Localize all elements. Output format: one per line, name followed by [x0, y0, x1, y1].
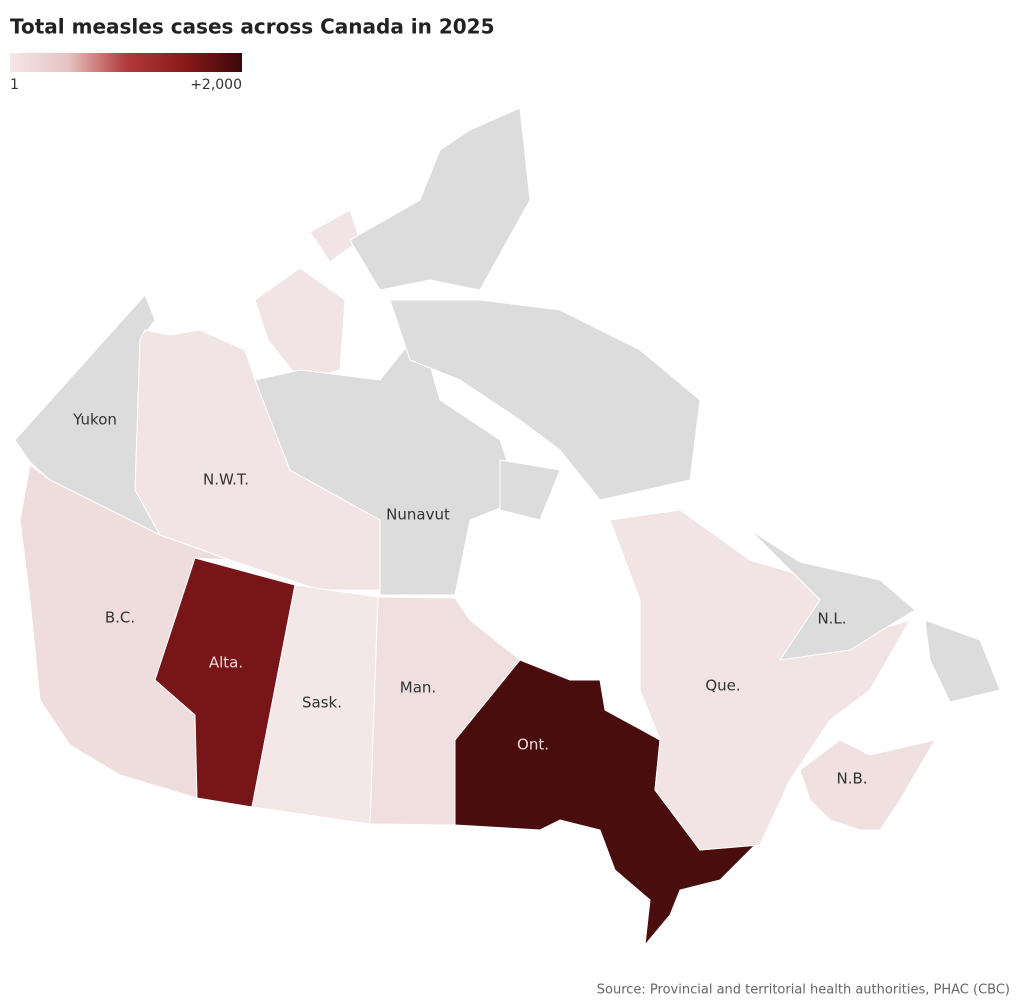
region-shape: [389, 299, 701, 501]
region-label: Sask.: [302, 694, 342, 712]
region-shape: [499, 459, 561, 521]
region-label: Alta.: [209, 654, 243, 672]
source-note: Source: Provincial and territorial healt…: [597, 983, 1010, 998]
region-label: N.B.: [836, 770, 867, 788]
region-shape: [309, 209, 361, 263]
region-label: N.L.: [817, 610, 846, 628]
legend-max-label: +2,000: [190, 77, 242, 93]
region-label: B.C.: [105, 609, 135, 627]
region-label: Que.: [705, 677, 740, 695]
region-label: Yukon: [72, 411, 117, 429]
region-shape: [349, 107, 531, 291]
map-title: Total measles cases across Canada in 202…: [10, 15, 495, 39]
legend-bar: [10, 53, 242, 72]
region-shape: [749, 529, 916, 661]
region-label: Nunavut: [386, 506, 450, 524]
region-label: Man.: [400, 679, 436, 697]
region-label: Ont.: [517, 736, 549, 754]
region-shape: [454, 659, 757, 947]
region-shape: [609, 509, 912, 851]
region-shape: [799, 739, 937, 831]
region-shape: [254, 267, 346, 381]
region-label: N.W.T.: [203, 471, 249, 489]
region-shape: [924, 619, 1001, 703]
legend-min-label: 1: [10, 77, 19, 93]
